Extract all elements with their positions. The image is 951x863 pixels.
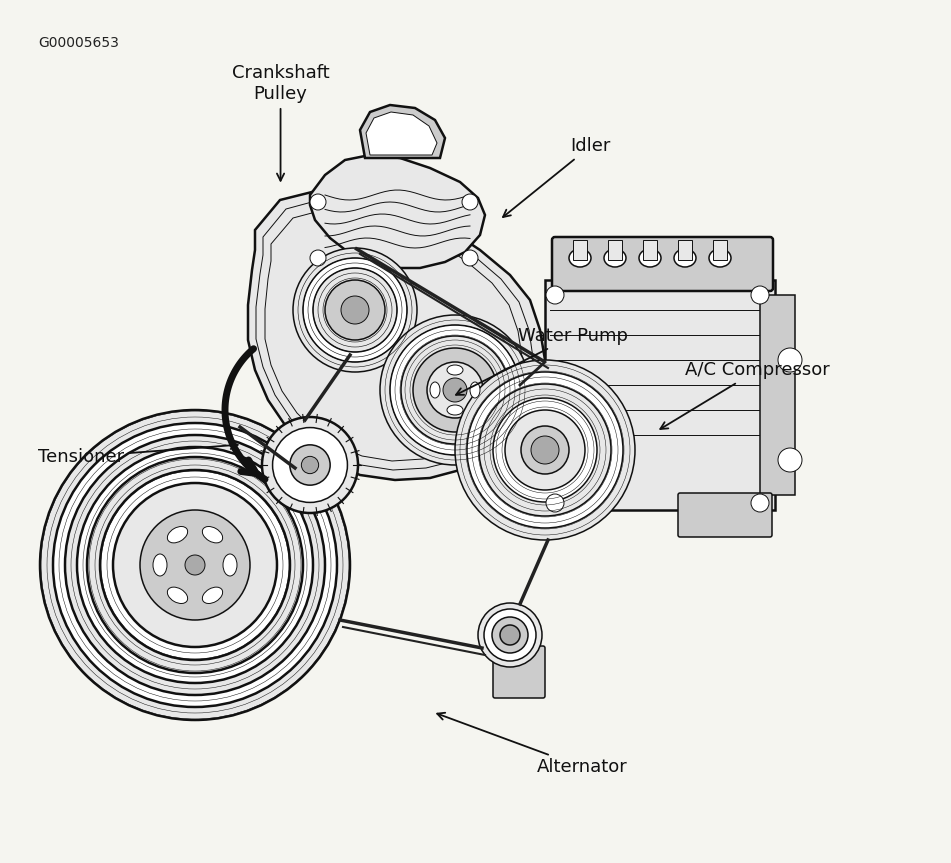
Circle shape <box>301 457 319 474</box>
FancyBboxPatch shape <box>678 493 772 537</box>
Ellipse shape <box>470 382 480 398</box>
Circle shape <box>341 296 369 324</box>
Circle shape <box>479 384 611 516</box>
Ellipse shape <box>223 554 237 576</box>
Circle shape <box>100 470 290 660</box>
Circle shape <box>390 325 520 455</box>
Ellipse shape <box>167 526 187 543</box>
Circle shape <box>778 448 802 472</box>
Circle shape <box>493 398 597 502</box>
FancyBboxPatch shape <box>552 237 773 291</box>
Circle shape <box>273 427 347 502</box>
Ellipse shape <box>167 587 187 603</box>
Text: Water Pump: Water Pump <box>456 327 629 395</box>
Circle shape <box>185 555 205 575</box>
Circle shape <box>492 617 528 653</box>
Circle shape <box>65 435 325 695</box>
Text: G00005653: G00005653 <box>38 36 119 50</box>
Polygon shape <box>366 112 437 155</box>
Circle shape <box>53 423 337 707</box>
Circle shape <box>310 250 326 266</box>
Circle shape <box>778 348 802 372</box>
FancyBboxPatch shape <box>545 280 775 510</box>
Circle shape <box>380 315 530 465</box>
Circle shape <box>310 194 326 210</box>
Bar <box>573 240 587 260</box>
Circle shape <box>325 280 385 340</box>
Text: A/C Compressor: A/C Compressor <box>660 362 829 429</box>
Circle shape <box>500 625 520 645</box>
Circle shape <box>40 410 350 720</box>
Circle shape <box>401 336 509 444</box>
Circle shape <box>290 444 330 485</box>
Ellipse shape <box>447 405 463 415</box>
Ellipse shape <box>430 382 440 398</box>
Ellipse shape <box>569 249 591 267</box>
Polygon shape <box>310 155 485 268</box>
Circle shape <box>140 510 250 620</box>
Bar <box>713 240 727 260</box>
Circle shape <box>478 603 542 667</box>
Text: Alternator: Alternator <box>437 713 628 777</box>
Bar <box>608 240 622 260</box>
Circle shape <box>443 378 467 402</box>
Circle shape <box>455 360 635 540</box>
Circle shape <box>505 410 585 490</box>
FancyBboxPatch shape <box>493 646 545 698</box>
Circle shape <box>303 258 407 362</box>
Circle shape <box>262 417 358 513</box>
Ellipse shape <box>447 365 463 375</box>
Ellipse shape <box>709 249 731 267</box>
Circle shape <box>77 447 313 683</box>
Text: Idler: Idler <box>503 137 611 217</box>
Circle shape <box>521 426 569 474</box>
Circle shape <box>462 194 478 210</box>
Text: Crankshaft
Pulley: Crankshaft Pulley <box>232 65 329 180</box>
Ellipse shape <box>604 249 626 267</box>
Circle shape <box>751 494 769 512</box>
Circle shape <box>413 348 497 432</box>
Circle shape <box>87 457 303 673</box>
Bar <box>678 240 692 260</box>
Circle shape <box>751 286 769 304</box>
Circle shape <box>546 286 564 304</box>
Ellipse shape <box>153 554 167 576</box>
Polygon shape <box>360 105 445 158</box>
Circle shape <box>546 494 564 512</box>
Circle shape <box>531 436 559 464</box>
Circle shape <box>427 362 483 418</box>
Circle shape <box>467 372 623 528</box>
Circle shape <box>313 268 397 352</box>
Ellipse shape <box>203 526 223 543</box>
Polygon shape <box>248 190 545 480</box>
Circle shape <box>293 248 417 372</box>
Circle shape <box>113 483 277 647</box>
Ellipse shape <box>203 587 223 603</box>
Ellipse shape <box>674 249 696 267</box>
Text: Tensioner: Tensioner <box>38 442 238 466</box>
Bar <box>643 240 657 260</box>
FancyBboxPatch shape <box>760 295 795 495</box>
Ellipse shape <box>639 249 661 267</box>
Circle shape <box>484 609 536 661</box>
Circle shape <box>462 250 478 266</box>
